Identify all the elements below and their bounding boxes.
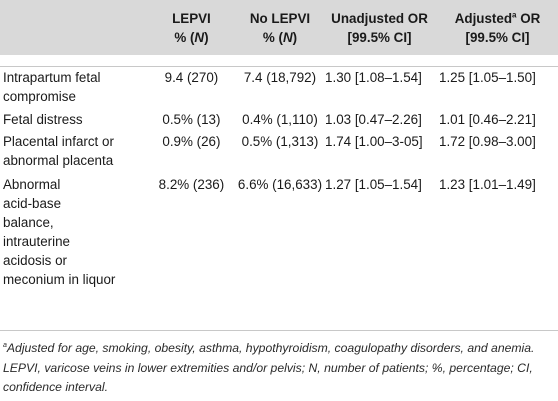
results-table: LEPVI % (N) No LEPVI % (N) Unadjusted OR… [0,0,558,289]
footnote-text: Adjusted for age, smoking, obesity, asth… [3,341,535,394]
header-lepvi-title: LEPVI [172,11,211,26]
header-no-lepvi-title: No LEPVI [249,11,311,26]
cell-adjusted-or: 1.01 [0.46–2.21] [439,112,536,127]
table-footnote: aAdjusted for age, smoking, obesity, ast… [3,339,555,398]
row-label: Placental infarct or abnormal placenta [3,134,114,168]
table-row: Abnormal acid-base balance, intrauterine… [0,170,558,289]
cell-unadjusted-or: 1.27 [1.05–1.54] [325,177,422,192]
cell-lepvi: 0.5% (13) [162,112,221,127]
header-no-lepvi: No LEPVI % (N) [238,0,322,55]
header-unadjusted-title: Unadjusted OR [331,11,428,26]
row-label: Abnormal acid-base balance, intrauterine… [3,177,116,287]
header-unadjusted-or: Unadjusted OR [99.5% CI] [322,0,437,55]
header-adjusted-or: Adjusteda OR [99.5% CI] [437,0,558,55]
cell-unadjusted-or: 1.30 [1.08–1.54] [325,70,422,85]
cell-adjusted-or: 1.72 [0.98–3.00] [439,134,536,149]
header-adjusted-title: Adjusteda OR [454,10,541,26]
row-label: Fetal distress [3,112,83,127]
table-row: Intrapartum fetal compromise 9.4 (270) 7… [0,55,558,106]
header-lepvi: LEPVI % (N) [145,0,238,55]
table-row: Fetal distress 0.5% (13) 0.4% (1,110) 1.… [0,106,558,129]
cell-no-lepvi: 6.6% (16,633) [237,177,323,192]
footnote-marker: a [3,341,7,349]
cell-lepvi: 0.9% (26) [162,134,221,149]
cell-adjusted-or: 1.23 [1.01–1.49] [439,177,536,192]
cell-no-lepvi: 0.4% (1,110) [242,112,318,127]
header-no-lepvi-unit: % (N) [262,30,298,45]
header-lepvi-unit: % (N) [174,30,209,45]
cell-unadjusted-or: 1.03 [0.47–2.26] [325,112,422,127]
header-outcome [0,0,145,55]
table-header-row: LEPVI % (N) No LEPVI % (N) Unadjusted OR… [0,0,558,55]
cell-adjusted-or: 1.25 [1.05–1.50] [439,70,536,85]
cell-no-lepvi: 7.4 (18,792) [243,70,317,85]
table-bottom-divider [0,330,558,331]
cell-no-lepvi: 0.5% (1,313) [241,134,319,149]
row-label: Intrapartum fetal compromise [3,70,101,104]
cell-lepvi: 9.4 (270) [164,70,219,85]
table-row: Placental infarct or abnormal placenta 0… [0,129,558,170]
cell-lepvi: 8.2% (236) [158,177,225,192]
header-divider [0,66,558,67]
header-unadjusted-ci: [99.5% CI] [347,30,412,45]
cell-unadjusted-or: 1.74 [1.00–3-05] [325,134,423,149]
header-adjusted-ci: [99.5% CI] [465,30,530,45]
